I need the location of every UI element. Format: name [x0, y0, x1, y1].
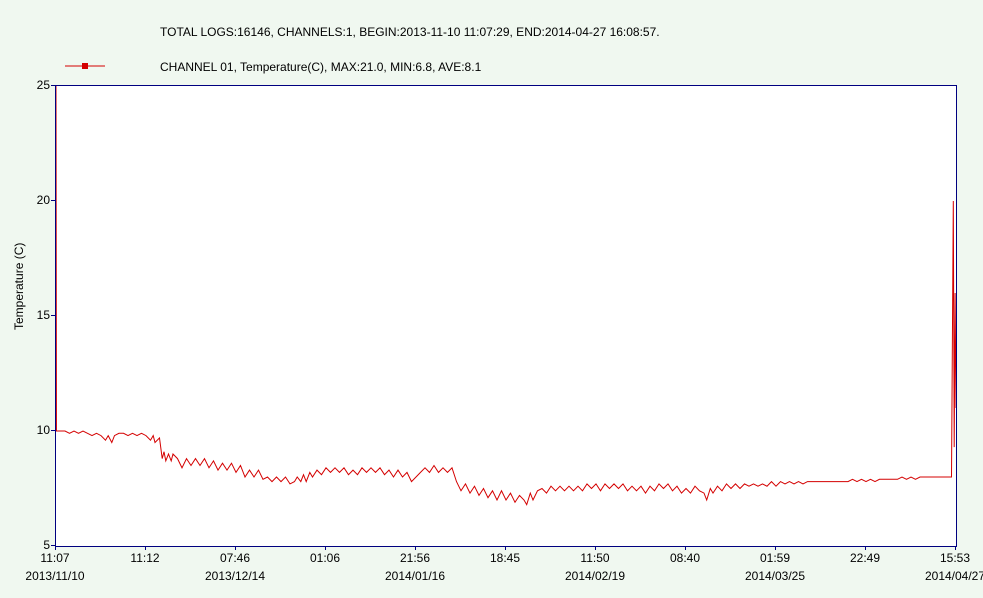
line-series	[56, 86, 956, 546]
x-tick-time: 15:53	[935, 551, 975, 565]
legend-marker	[65, 60, 105, 72]
header-summary: TOTAL LOGS:16146, CHANNELS:1, BEGIN:2013…	[160, 25, 660, 39]
y-tick-label: 25	[20, 78, 50, 92]
x-tick-date: 2014/01/16	[375, 569, 455, 583]
y-tick-label: 20	[20, 193, 50, 207]
x-tick-time: 11:50	[575, 551, 615, 565]
y-tick-label: 10	[20, 423, 50, 437]
x-tick-date: 2013/11/10	[15, 569, 95, 583]
x-tick-time: 21:56	[395, 551, 435, 565]
x-tick-time: 01:06	[305, 551, 345, 565]
x-tick-date: 2014/04/27	[915, 569, 983, 583]
x-tick-time: 08:40	[665, 551, 705, 565]
x-tick-time: 01:59	[755, 551, 795, 565]
y-tick-label: 15	[20, 308, 50, 322]
x-tick-date: 2014/02/19	[555, 569, 635, 583]
x-tick-time: 11:07	[35, 551, 75, 565]
x-tick-time: 11:12	[125, 551, 165, 565]
x-tick-time: 22:49	[845, 551, 885, 565]
y-tick-label: 5	[20, 538, 50, 552]
x-tick-time: 07:46	[215, 551, 255, 565]
header-channel: CHANNEL 01, Temperature(C), MAX:21.0, MI…	[160, 60, 481, 74]
x-tick-date: 2014/03/25	[735, 569, 815, 583]
plot-area	[55, 85, 957, 547]
x-tick-time: 18:45	[485, 551, 525, 565]
chart-container: TOTAL LOGS:16146, CHANNELS:1, BEGIN:2013…	[0, 0, 983, 598]
x-tick-date: 2013/12/14	[195, 569, 275, 583]
